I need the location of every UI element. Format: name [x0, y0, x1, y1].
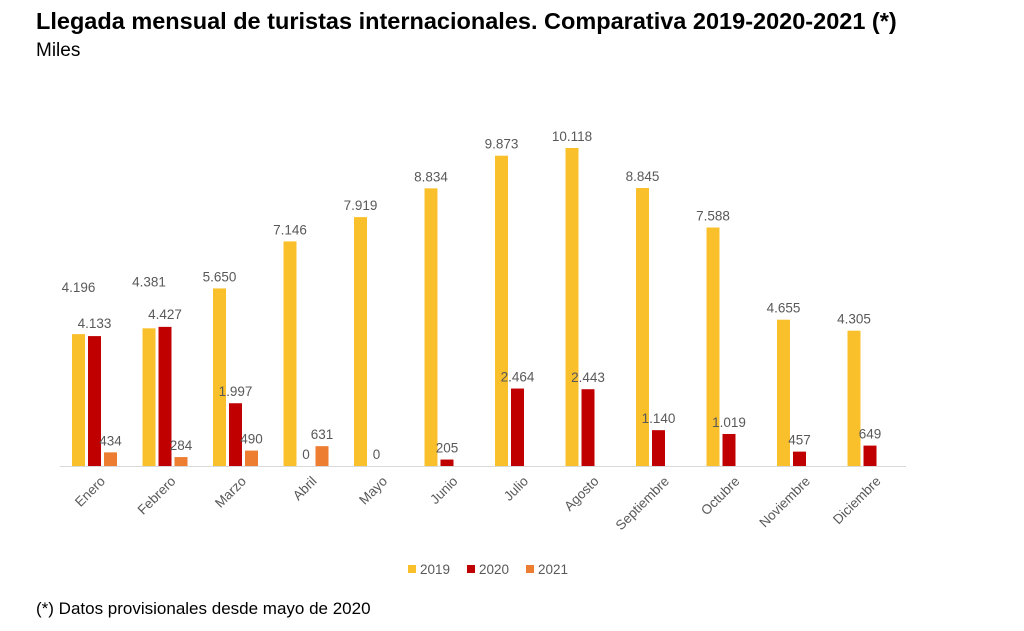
- chart-title: Llegada mensual de turistas internaciona…: [36, 8, 897, 34]
- value-label-2019-enero: 4.196: [62, 280, 96, 295]
- value-label-2019-julio: 9.873: [485, 137, 519, 152]
- category-label-febrero: Febrero: [135, 474, 179, 518]
- bar-2020-diciembre: [863, 445, 877, 466]
- category-label-abril: Abril: [290, 474, 320, 504]
- value-label-2021-enero: 434: [99, 433, 122, 448]
- category-label-octubre: Octubre: [698, 474, 743, 519]
- category-label-agosto: Agosto: [561, 474, 601, 514]
- legend: 2019 2020 2021: [408, 562, 568, 577]
- value-label-2019-abril: 7.146: [273, 222, 307, 237]
- value-label-2019-noviembre: 4.655: [767, 301, 801, 316]
- bar-2019-mayo: [354, 217, 367, 466]
- value-label-2019-marzo: 5.650: [203, 269, 237, 284]
- value-label-2021-febrero: 284: [170, 438, 193, 453]
- bar-2020-junio: [440, 459, 454, 466]
- chart-subtitle: Miles: [36, 40, 81, 61]
- bar-2020-octubre: [722, 433, 736, 466]
- value-label-2020-julio: 2.464: [501, 370, 535, 385]
- bar-2021-enero: [104, 452, 117, 466]
- bar-2019-agosto: [565, 148, 579, 466]
- value-label-2020-abril: 0: [302, 447, 310, 462]
- bar-2020-septiembre: [652, 430, 665, 466]
- bar-2019-diciembre: [847, 330, 861, 466]
- footnote: (*) Datos provisionales desde mayo de 20…: [36, 599, 371, 618]
- bar-2019-junio: [424, 188, 438, 466]
- bar-2019-abril: [283, 241, 297, 466]
- category-label-septiembre: Septiembre: [613, 474, 672, 533]
- bar-2019-julio: [495, 155, 508, 466]
- bar-chart: 4.196 4.133 434 4.381 4.427 284 5.650 1.997 490 7…: [60, 129, 906, 577]
- bar-2020-julio: [511, 388, 524, 466]
- legend-swatch-2021: [526, 565, 534, 573]
- bar-2019-octubre: [706, 227, 720, 466]
- bar-2019-marzo: [213, 288, 226, 466]
- value-label-2019-mayo: 7.919: [344, 198, 378, 213]
- bar-2019-enero: [72, 334, 85, 466]
- bar-2020-agosto: [581, 389, 595, 466]
- legend-label-2019: 2019: [420, 562, 450, 577]
- bar-2020-enero: [88, 336, 101, 466]
- category-labels-group: Enero Febrero Marzo Abril Mayo Junio Julio Agos…: [72, 474, 884, 533]
- category-label-mayo: Mayo: [356, 474, 390, 508]
- value-labels-group: 4.196 4.133 434 4.381 4.427 284 5.650 1.997 490 7…: [62, 129, 882, 462]
- bar-2021-abril: [315, 446, 329, 466]
- value-label-2019-diciembre: 4.305: [837, 312, 871, 327]
- bars-group: [72, 148, 877, 467]
- category-label-diciembre: Diciembre: [830, 474, 884, 528]
- category-label-julio: Julio: [501, 474, 531, 504]
- value-label-2020-noviembre: 457: [788, 433, 811, 448]
- bar-2019-noviembre: [777, 319, 790, 466]
- value-label-2020-junio: 205: [436, 441, 459, 456]
- bar-2021-marzo: [245, 450, 258, 466]
- value-label-2020-octubre: 1.019: [712, 415, 746, 430]
- value-label-2019-septiembre: 8.845: [626, 169, 660, 184]
- value-label-2019-agosto: 10.118: [552, 129, 592, 144]
- category-label-marzo: Marzo: [212, 474, 249, 511]
- bar-2020-noviembre: [793, 451, 806, 466]
- category-label-junio: Junio: [427, 474, 460, 507]
- value-label-2020-febrero: 4.427: [148, 307, 182, 322]
- value-label-2020-diciembre: 649: [859, 427, 882, 442]
- value-label-2019-octubre: 7.588: [696, 209, 730, 224]
- category-label-enero: Enero: [72, 474, 108, 510]
- bar-2020-febrero: [158, 326, 172, 466]
- bar-2019-febrero: [142, 328, 156, 466]
- value-label-2020-agosto: 2.443: [571, 370, 605, 385]
- category-label-noviembre: Noviembre: [756, 474, 813, 531]
- value-label-2020-marzo: 1.997: [219, 384, 253, 399]
- bar-2019-septiembre: [636, 188, 649, 467]
- legend-label-2020: 2020: [479, 562, 509, 577]
- value-label-2020-septiembre: 1.140: [642, 411, 676, 426]
- bar-2020-marzo: [229, 403, 242, 466]
- value-label-2021-marzo: 490: [240, 432, 263, 447]
- value-label-2021-abril: 631: [311, 427, 334, 442]
- legend-label-2021: 2021: [538, 562, 568, 577]
- legend-swatch-2019: [408, 565, 416, 573]
- legend-swatch-2020: [467, 565, 475, 573]
- value-label-2020-enero: 4.133: [78, 316, 112, 331]
- value-label-2019-junio: 8.834: [414, 169, 448, 184]
- value-label-2020-mayo: 0: [373, 447, 381, 462]
- bar-2021-febrero: [174, 457, 188, 466]
- value-label-2019-febrero: 4.381: [132, 274, 166, 289]
